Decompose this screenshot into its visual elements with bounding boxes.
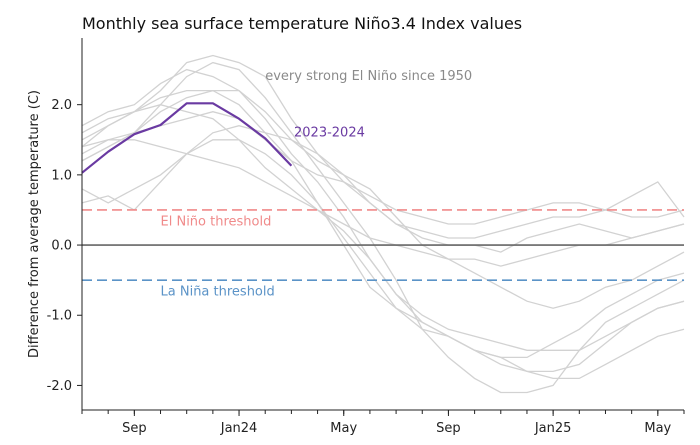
strong-el-nino-annotation: every strong El Niño since 1950	[265, 69, 472, 84]
background-series-line-10	[81, 54, 685, 239]
background-series-line-8	[81, 139, 685, 359]
highlight-series-group	[81, 102, 293, 174]
el-nino-threshold-label: El Niño threshold	[161, 214, 272, 229]
background-series-line-6	[81, 125, 685, 253]
background-series-line-9	[81, 61, 685, 394]
y-tick-label: 1.0	[51, 168, 72, 183]
reference-lines-group	[82, 209, 684, 281]
y-tick-label: -2.0	[47, 379, 72, 394]
x-tick-label: May	[644, 421, 671, 436]
background-series-line-2	[81, 104, 685, 267]
annotations-group: every strong El Niño since 1950 2023-2024…	[161, 69, 473, 299]
background-series-line-3	[81, 89, 685, 380]
la-nina-threshold-label: La Niña threshold	[161, 285, 275, 300]
y-tick-label: -1.0	[47, 309, 72, 324]
x-tick-label: May	[330, 421, 357, 436]
series-line-2023-2024	[81, 102, 293, 174]
y-tick-label: 0.0	[51, 239, 72, 254]
y-axis-label: Difference from average temperature (C)	[27, 90, 42, 358]
x-tick-label: Sep	[436, 421, 461, 436]
axes-group: 2.0 1.0 0.0 -1.0 -2.0 Sep Jan24 May Sep Jan25 May	[47, 38, 685, 436]
background-series-line-5	[81, 139, 685, 373]
background-series-line-7	[81, 68, 685, 351]
x-tick-label: Jan24	[220, 421, 258, 436]
chart-title: Monthly sea surface temperature Niño3.4 …	[82, 14, 522, 33]
background-series-group	[81, 54, 685, 394]
background-series-line-4	[81, 89, 685, 309]
background-series-line-1	[81, 111, 685, 225]
x-tick-label: Sep	[122, 421, 147, 436]
series-label-2023-2024: 2023-2024	[294, 125, 365, 140]
x-tick-label: Jan25	[534, 421, 572, 436]
y-tick-label: 2.0	[51, 98, 72, 113]
